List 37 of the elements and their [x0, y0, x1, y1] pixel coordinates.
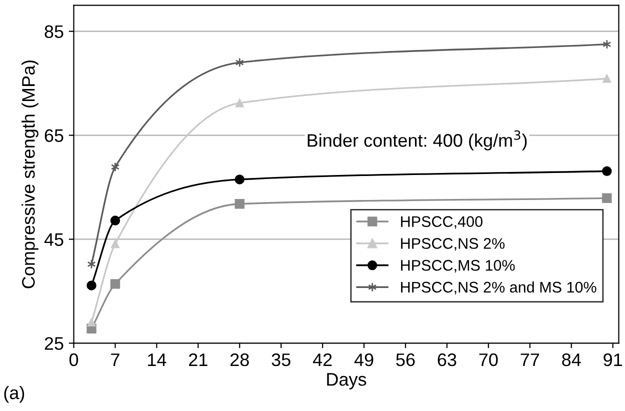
annotation: Binder content: 400 (kg/m$^{3}$): [308, 130, 527, 150]
x-tick-label: 49: [354, 353, 374, 366]
x-axis-title: Days: [327, 373, 366, 390]
x-tick-label: 35: [272, 353, 290, 366]
point: [234, 174, 244, 184]
legend-label: HPSCC,MS 10%: [401, 260, 515, 273]
x-tick-label: 70: [479, 353, 498, 366]
point: [234, 199, 244, 209]
legend-label: HPSCC,400: [401, 216, 482, 229]
point: [110, 279, 120, 289]
x-tick-label: 7: [111, 354, 120, 366]
x-tick-label: 63: [438, 353, 456, 366]
y-tick-label: 25: [44, 337, 64, 350]
legend-label: HPSCC,NS 2%: [401, 238, 505, 251]
point: [602, 74, 612, 83]
x-tick-label: 28: [230, 353, 249, 366]
y-tick-label: 85: [44, 25, 64, 38]
y-tick-label: 45: [44, 233, 64, 246]
point: [602, 193, 612, 204]
point: [86, 280, 96, 290]
point: [111, 240, 120, 248]
x-tick-label: 14: [148, 354, 166, 366]
point: [235, 98, 244, 108]
point: [602, 166, 612, 176]
x-tick-label: 56: [396, 353, 415, 366]
x-tick-label: 21: [189, 353, 208, 366]
point: [87, 318, 96, 327]
point: [110, 216, 120, 226]
legend-label: HPSCC,NS 2% and MS 10%: [401, 281, 596, 294]
text: (a): [4, 386, 24, 403]
x-tick-label: 84: [562, 353, 581, 366]
y-tick-label: 65: [44, 129, 64, 142]
x-tick-label: 77: [520, 354, 540, 366]
x-tick-label: 0: [69, 353, 78, 366]
y-axis-title: Compressive strength (MPa): [22, 60, 38, 288]
x-tick-label: 91: [604, 353, 622, 366]
x-tick-label: 42: [312, 353, 332, 366]
